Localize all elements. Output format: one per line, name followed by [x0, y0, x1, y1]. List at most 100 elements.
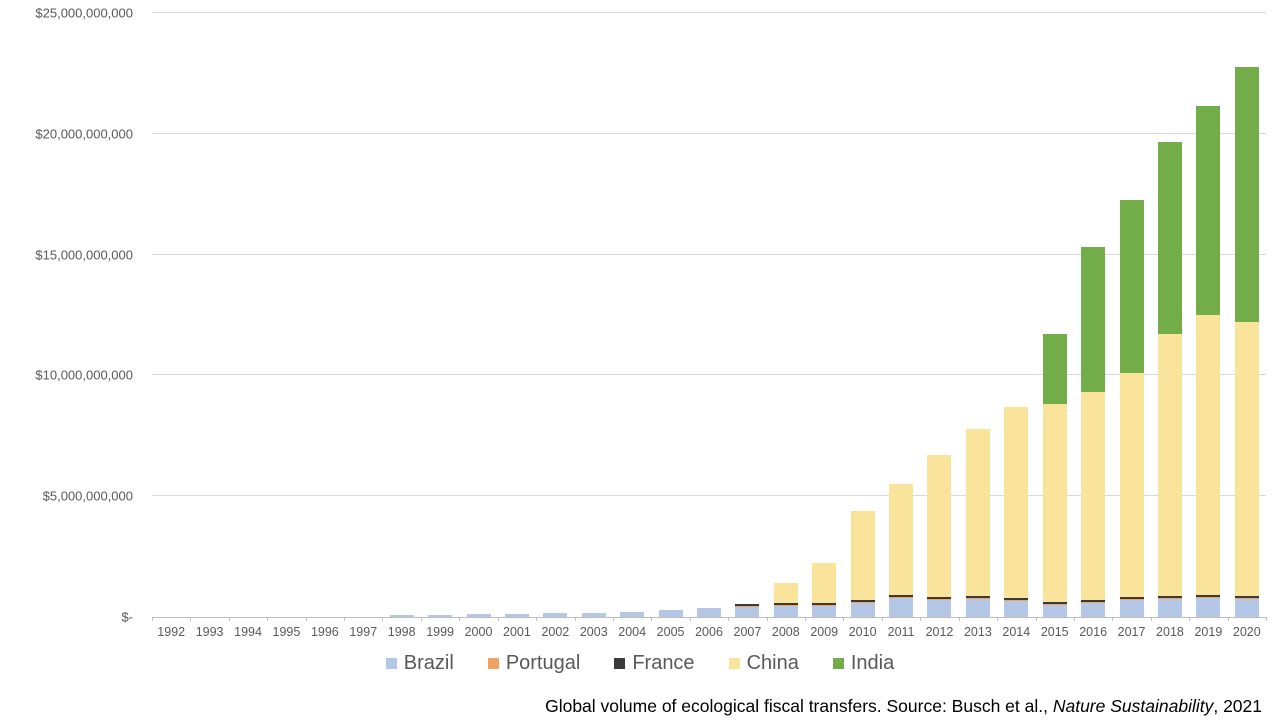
bar-segment-brazil-2012: [927, 600, 952, 617]
bar-segment-portugal-2016: [1081, 601, 1106, 603]
x-axis-line: [152, 617, 1266, 618]
y-gridline: [152, 132, 1266, 134]
x-axis-tick-label: 2018: [1156, 625, 1184, 639]
bar-segment-india-2015: [1042, 334, 1067, 405]
x-axis-tick: [344, 617, 346, 621]
bar-segment-france-2014: [1004, 598, 1029, 600]
x-axis-tick: [190, 617, 192, 621]
bar-segment-portugal-2012: [927, 598, 952, 601]
bar-segment-brazil-1999: [428, 615, 453, 617]
legend-item-china: China: [728, 652, 799, 675]
bar-segment-china-2012: [927, 455, 952, 598]
bar-segment-china-2015: [1042, 404, 1067, 603]
bar-segment-brazil-1998: [389, 615, 414, 617]
x-axis-tick-label: 2010: [848, 625, 877, 639]
legend-label: India: [850, 652, 895, 674]
x-axis-tick: [382, 617, 384, 621]
legend-item-france: France: [614, 652, 695, 675]
bar-segment-portugal-2013: [965, 597, 990, 599]
x-axis-tick-label: 2005: [656, 625, 685, 639]
bar-segment-china-2008: [773, 582, 798, 604]
x-axis-tick-label: 2011: [887, 625, 915, 639]
x-axis-tick: [1227, 617, 1229, 621]
bar-segment-brazil-2020: [1234, 598, 1259, 617]
x-axis-tick: [267, 617, 269, 621]
bar-segment-france-2013: [965, 596, 990, 598]
y-gridline: [152, 12, 1266, 13]
x-axis-tick: [1112, 617, 1114, 621]
y-axis-tick-label: $10,000,000,000: [35, 367, 133, 383]
bar-segment-brazil-2018: [1157, 598, 1182, 617]
bar-segment-brazil-2013: [965, 598, 990, 617]
x-axis-tick: [997, 617, 999, 621]
x-axis-tick: [1266, 617, 1267, 621]
bar-segment-brazil-2004: [620, 611, 645, 617]
bar-segment-india-2018: [1157, 142, 1182, 335]
legend-label: China: [746, 652, 799, 674]
bar-segment-brazil-2017: [1119, 599, 1144, 617]
x-axis-tick-label: 1995: [272, 625, 301, 639]
bar-segment-france-2009: [812, 603, 837, 605]
bar-segment-france-2008: [773, 603, 798, 605]
x-axis-tick: [305, 617, 307, 621]
y-axis-tick-label: $25,000,000,000: [35, 5, 133, 21]
bar-segment-portugal-2008: [773, 604, 798, 606]
bar-segment-portugal-2017: [1119, 598, 1144, 600]
x-axis-tick: [228, 617, 230, 621]
legend: Brazil Portugal France China India: [0, 652, 1280, 675]
x-axis-tick: [152, 617, 153, 621]
chart-caption: Global volume of ecological fiscal trans…: [545, 696, 1262, 717]
x-axis-tick: [459, 617, 461, 621]
x-axis-tick-label: 1998: [387, 625, 416, 639]
bar-segment-china-2020: [1234, 322, 1259, 597]
x-axis-tick-label: 2002: [541, 625, 570, 639]
x-axis-tick-label: 1994: [234, 625, 262, 639]
bar-segment-france-2019: [1196, 595, 1221, 597]
x-axis-tick: [497, 617, 499, 621]
caption-source-italic: Nature Sustainability: [1052, 696, 1214, 716]
x-axis-tick: [536, 617, 538, 621]
x-axis-tick: [805, 617, 807, 621]
bar-segment-china-2018: [1157, 334, 1182, 597]
bar-segment-portugal-2011: [889, 596, 914, 598]
bar-segment-brazil-2010: [850, 602, 875, 617]
x-axis-tick: [766, 617, 768, 621]
legend-label: Portugal: [505, 652, 581, 674]
legend-item-portugal: Portugal: [487, 652, 581, 675]
x-axis-tick-label: 2017: [1117, 625, 1146, 639]
legend-swatch-icon: [728, 658, 740, 669]
x-axis-tick-label: 2020: [1232, 625, 1261, 639]
bar-segment-brazil-2011: [889, 597, 914, 617]
y-axis-tick-label: $-: [121, 609, 133, 625]
x-axis-tick-label: 2016: [1079, 625, 1108, 639]
x-axis-tick: [651, 617, 653, 621]
x-axis-tick: [1189, 617, 1191, 621]
bar-segment-china-2011: [889, 484, 914, 596]
bar-segment-france-2007: [735, 604, 760, 606]
legend-label: France: [632, 652, 695, 674]
x-axis-tick-label: 2008: [771, 625, 800, 639]
legend-swatch-icon: [832, 658, 844, 669]
x-axis-tick: [574, 617, 576, 621]
legend-label: Brazil: [403, 652, 454, 674]
bar-segment-portugal-2020: [1234, 597, 1259, 599]
bar-segment-china-2010: [850, 510, 875, 601]
legend-swatch-icon: [487, 658, 499, 669]
x-axis-tick-label: 1996: [310, 625, 339, 639]
bar-segment-brazil-2002: [543, 613, 568, 617]
y-gridline: [152, 253, 1266, 255]
bar-segment-portugal-2018: [1157, 597, 1182, 599]
bar-segment-france-2017: [1119, 597, 1144, 599]
legend-item-brazil: Brazil: [385, 652, 454, 675]
x-axis-tick: [958, 617, 960, 621]
bar-segment-portugal-2015: [1042, 603, 1067, 605]
bar-segment-brazil-2000: [466, 614, 491, 617]
x-axis-tick: [1073, 617, 1075, 621]
x-axis-tick-label: 2014: [1002, 625, 1031, 639]
bar-segment-china-2014: [1004, 407, 1029, 599]
x-axis-tick: [920, 617, 922, 621]
y-axis-tick-label: $15,000,000,000: [35, 247, 133, 263]
y-gridline: [152, 495, 1266, 497]
x-axis-tick-label: 1992: [157, 625, 186, 639]
x-axis-tick: [843, 617, 845, 621]
